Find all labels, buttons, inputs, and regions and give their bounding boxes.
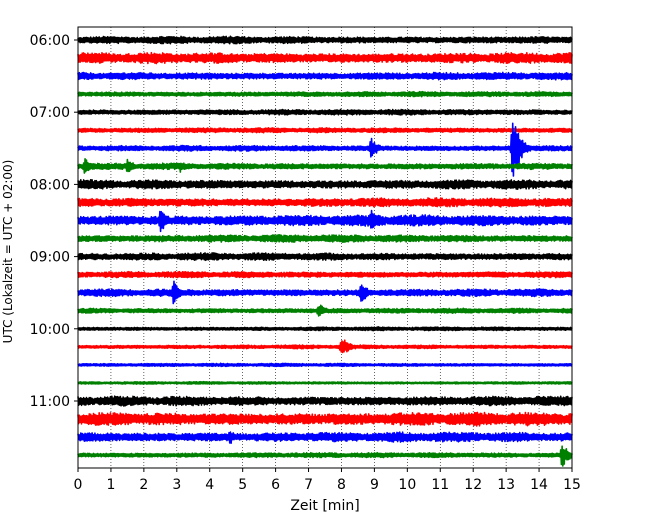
y-tick-label: 07:00	[30, 105, 70, 121]
x-axis-ticks: 0 1 2 3 4 5 6 7 8 9 10 11 12 13 14 15	[74, 468, 581, 493]
trace-1015	[77, 339, 573, 354]
trace-0815	[77, 197, 573, 208]
x-tick-label: 1	[106, 477, 115, 493]
trace-1145	[77, 445, 573, 467]
trace-0800	[77, 178, 573, 190]
trace-0700	[77, 108, 573, 116]
trace-0945	[77, 304, 573, 317]
x-tick-label: 14	[530, 477, 548, 493]
trace-0715	[77, 127, 573, 134]
y-tick-label: 08:00	[30, 177, 70, 193]
y-tick-label: 11:00	[30, 394, 70, 410]
x-tick-label: 11	[431, 477, 449, 493]
x-tick-label: 0	[74, 477, 83, 493]
x-tick-label: 6	[271, 477, 280, 493]
trace-1000	[77, 326, 573, 332]
trace-0745	[77, 158, 573, 174]
x-tick-label: 9	[370, 477, 379, 493]
trace-1030	[77, 362, 573, 368]
x-tick-label: 12	[464, 477, 482, 493]
y-tick-label: 06:00	[30, 33, 70, 49]
x-tick-label: 15	[563, 477, 581, 493]
y-axis-label: UTC (Lokalzeit = UTC + 02:00)	[1, 160, 15, 344]
x-tick-label: 10	[398, 477, 416, 493]
trace-0845	[77, 234, 573, 243]
trace-0900	[77, 252, 573, 262]
trace-layer	[77, 35, 573, 467]
trace-1100	[77, 395, 573, 407]
x-tick-label: 4	[205, 477, 214, 493]
trace-0730	[77, 122, 573, 177]
x-tick-label: 13	[497, 477, 515, 493]
trace-0645	[77, 90, 573, 98]
trace-0615	[77, 51, 573, 65]
x-tick-label: 5	[238, 477, 247, 493]
x-axis-label: Zeit [min]	[290, 498, 359, 514]
x-tick-label: 3	[172, 477, 181, 493]
trace-0930	[77, 280, 573, 305]
y-axis-ticks: 06:00 07:00 08:00 09:00 10:00 11:00	[30, 33, 78, 410]
trace-0915	[77, 270, 573, 279]
trace-1130	[77, 431, 573, 445]
x-tick-label: 8	[337, 477, 346, 493]
trace-1045	[77, 380, 573, 385]
x-tick-label: 7	[304, 477, 313, 493]
y-tick-label: 09:00	[30, 250, 70, 266]
plot-frame	[77, 26, 573, 469]
trace-0600	[77, 35, 573, 45]
trace-1115	[77, 411, 573, 427]
x-tick-label: 2	[139, 477, 148, 493]
trace-0830	[77, 209, 573, 233]
y-tick-label: 10:00	[30, 322, 70, 338]
trace-0630	[77, 71, 573, 81]
